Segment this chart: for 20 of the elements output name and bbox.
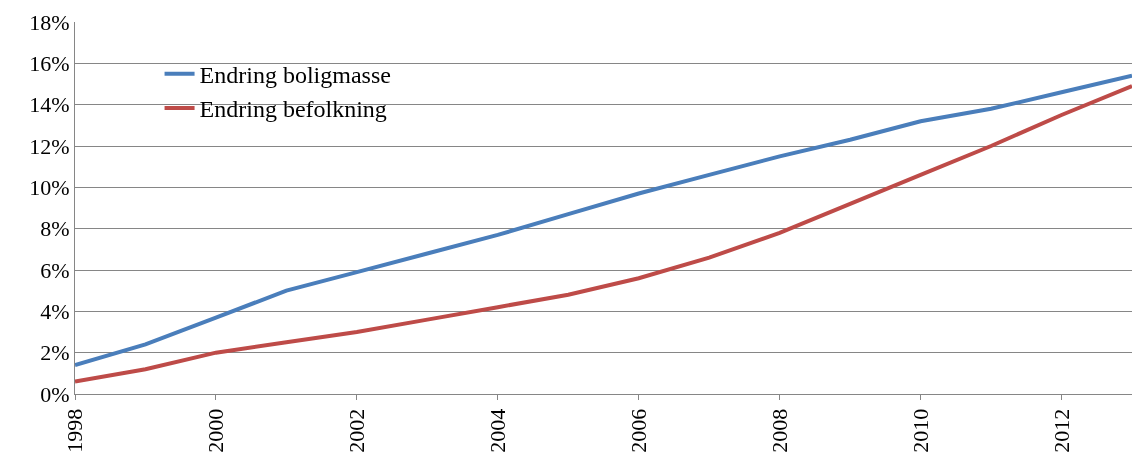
x-tick-label: 2002 [344,408,370,453]
y-tick-label: 18% [29,9,70,35]
legend-label: Endring boligmasse [199,62,391,89]
x-tick-label: 2008 [766,408,792,453]
legend-label: Endring befolkning [199,96,387,123]
y-tick-label: 0% [40,381,70,407]
x-tick-label: 2012 [1048,408,1074,453]
x-tick-label: 2010 [907,408,933,453]
y-tick-label: 16% [29,51,70,77]
y-tick-label: 6% [40,257,70,283]
x-tick-label: 2006 [625,408,651,453]
x-tick-label: 2004 [484,408,510,453]
y-tick-label: 12% [29,133,70,159]
y-tick-label: 8% [40,216,70,242]
y-tick-label: 10% [29,175,70,201]
x-tick-label: 2000 [203,408,229,453]
x-tick-label: 1998 [62,408,88,453]
y-tick-label: 4% [40,299,70,325]
y-tick-label: 14% [29,92,70,118]
y-tick-label: 2% [40,340,70,366]
